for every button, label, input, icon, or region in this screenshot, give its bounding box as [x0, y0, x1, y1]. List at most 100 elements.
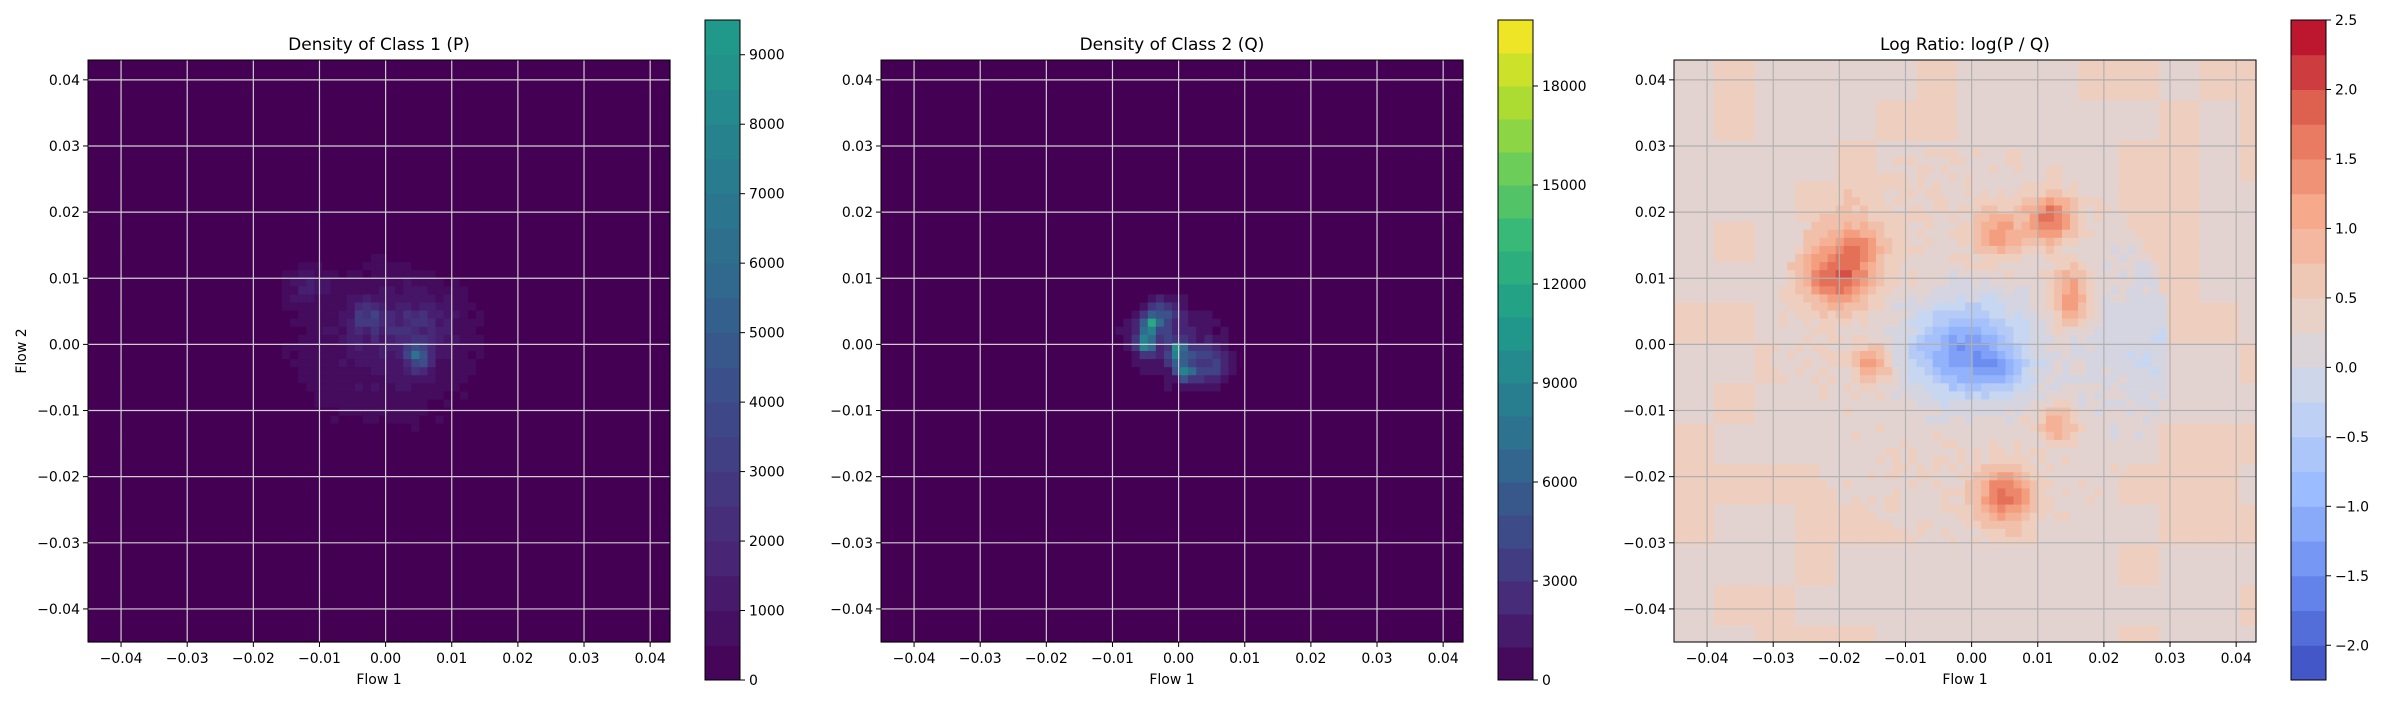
- heatmap-cell: [451, 294, 461, 304]
- heatmap-cell: [524, 60, 534, 69]
- heatmap-cell: [443, 609, 453, 619]
- heatmap-cell: [201, 553, 210, 562]
- heatmap-cell: [459, 351, 469, 360]
- heatmap-cell: [193, 254, 202, 263]
- heatmap-cell: [419, 318, 429, 328]
- heatmap-cell: [564, 124, 574, 134]
- heatmap-cell: [540, 593, 550, 603]
- heatmap-cell: [556, 278, 566, 287]
- heatmap-cell: [564, 609, 574, 619]
- heatmap-cell: [500, 423, 509, 433]
- heatmap-cell: [637, 431, 647, 441]
- heatmap-cell: [524, 407, 534, 417]
- heatmap-cell: [419, 342, 429, 352]
- heatmap-cell: [516, 148, 526, 158]
- heatmap-cell: [354, 173, 364, 182]
- heatmap-cell: [540, 536, 550, 546]
- heatmap-cell: [176, 262, 186, 271]
- heatmap-cell: [451, 601, 461, 611]
- heatmap-cell: [201, 528, 210, 538]
- heatmap-cell: [556, 520, 566, 530]
- heatmap-cell: [249, 237, 259, 247]
- heatmap-cell: [136, 124, 146, 134]
- heatmap-cell: [144, 108, 154, 118]
- heatmap-cell: [637, 601, 647, 611]
- heatmap-cell: [370, 561, 380, 570]
- heatmap-cell: [193, 286, 202, 296]
- heatmap-cell: [387, 585, 396, 595]
- heatmap-cell: [290, 593, 299, 603]
- heatmap-cell: [241, 585, 251, 595]
- heatmap-cell: [427, 245, 437, 255]
- heatmap-cell: [395, 423, 404, 433]
- heatmap-cell: [637, 561, 647, 570]
- heatmap-cell: [484, 124, 493, 134]
- heatmap-cell: [144, 254, 154, 263]
- heatmap-cell: [629, 189, 639, 199]
- heatmap-cell: [233, 270, 243, 279]
- heatmap-cell: [120, 488, 130, 498]
- heatmap-cell: [282, 84, 291, 93]
- heatmap-cell: [354, 270, 364, 279]
- heatmap-cell: [241, 100, 251, 110]
- heatmap-cell: [435, 569, 445, 578]
- heatmap-cell: [249, 68, 259, 77]
- heatmap-cell: [548, 383, 558, 393]
- heatmap-cell: [241, 407, 251, 417]
- heatmap-cell: [637, 173, 647, 182]
- heatmap-cell: [564, 173, 574, 182]
- heatmap-cell: [387, 205, 396, 215]
- heatmap-cell: [152, 480, 162, 490]
- heatmap-cell: [379, 561, 388, 570]
- heatmap-cell: [573, 237, 582, 247]
- heatmap-cell: [564, 189, 574, 199]
- heatmap-cell: [629, 132, 639, 142]
- heatmap-cell: [217, 561, 227, 570]
- heatmap-cell: [362, 512, 372, 522]
- heatmap-cell: [581, 593, 590, 603]
- heatmap-cell: [314, 504, 324, 514]
- heatmap-cell: [354, 92, 364, 102]
- heatmap-cell: [290, 439, 299, 449]
- heatmap-cell: [225, 488, 235, 498]
- heatmap-cell: [508, 76, 518, 85]
- heatmap-cell: [185, 448, 194, 457]
- heatmap-cell: [112, 254, 121, 263]
- heatmap-cell: [322, 148, 332, 158]
- heatmap-cell: [136, 84, 146, 93]
- heatmap-cell: [241, 553, 251, 562]
- heatmap-cell: [540, 140, 550, 150]
- heatmap-cell: [306, 617, 315, 627]
- heatmap-cell: [548, 229, 558, 239]
- heatmap-cell: [290, 318, 299, 328]
- heatmap-cell: [403, 165, 412, 174]
- heatmap-cell: [370, 270, 380, 279]
- heatmap-cell: [532, 609, 542, 619]
- heatmap-cell: [136, 254, 146, 263]
- heatmap-cell: [524, 391, 534, 401]
- heatmap-cell: [282, 245, 291, 255]
- heatmap-cell: [185, 504, 194, 514]
- heatmap-cell: [282, 431, 291, 441]
- heatmap-cell: [467, 593, 477, 603]
- heatmap-cell: [508, 415, 518, 425]
- heatmap-cell: [338, 60, 348, 69]
- heatmap-cell: [476, 76, 485, 85]
- heatmap-cell: [257, 569, 267, 578]
- heatmap-cell: [257, 545, 267, 554]
- heatmap-cell: [144, 221, 154, 231]
- heatmap-cell: [524, 124, 534, 134]
- heatmap-cell: [605, 334, 615, 344]
- heatmap-cell: [532, 342, 542, 352]
- heatmap-cell: [152, 545, 162, 554]
- heatmap-cell: [508, 359, 518, 368]
- heatmap-cell: [387, 254, 396, 263]
- heatmap-cell: [403, 286, 412, 296]
- heatmap-cell: [621, 439, 631, 449]
- heatmap-cell: [476, 205, 485, 215]
- heatmap-cell: [427, 270, 437, 279]
- heatmap-cell: [362, 585, 372, 595]
- heatmap-cell: [556, 197, 566, 207]
- heatmap-cell: [532, 334, 542, 344]
- heatmap-cell: [492, 585, 501, 595]
